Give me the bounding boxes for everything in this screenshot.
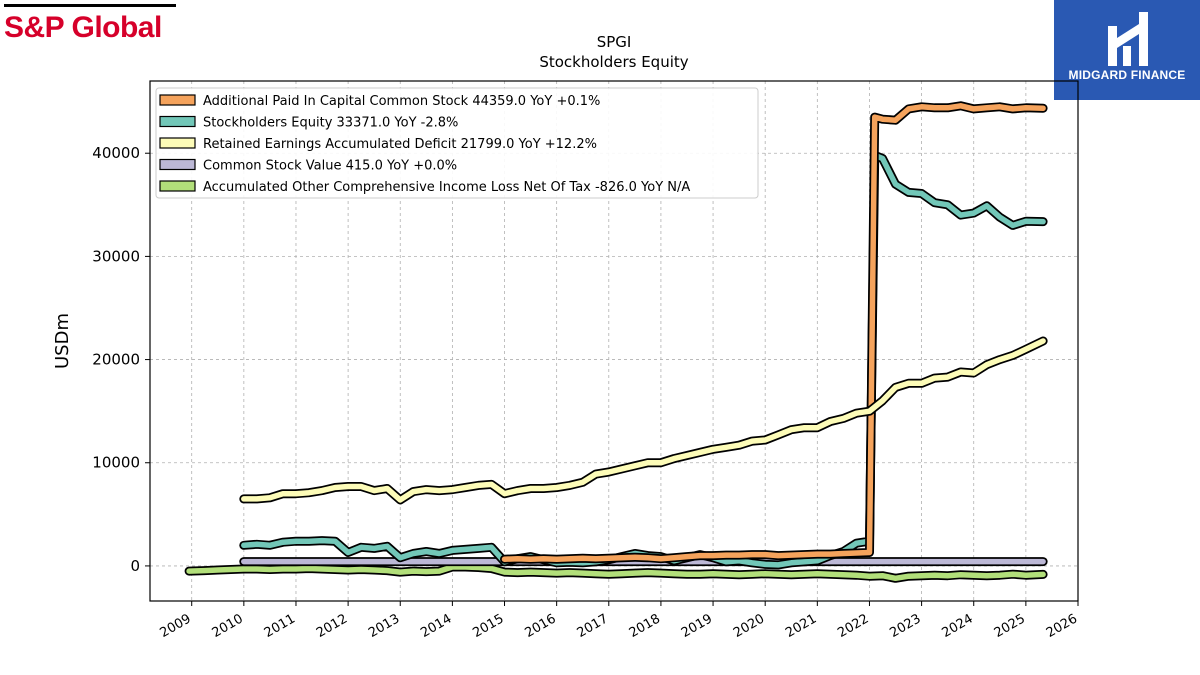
sp-global-logo-text: S&P Global <box>4 11 162 44</box>
chart-subtitle: Stockholders Equity <box>539 53 688 71</box>
legend: Additional Paid In Capital Common Stock … <box>155 87 759 199</box>
legend-entry-label: Stockholders Equity 33371.0 YoY -2.8% <box>203 116 458 131</box>
x-tick-label: 2019 <box>679 611 715 641</box>
y-tick-label: 10000 <box>92 454 140 472</box>
series-line-accumulated-other-comprehensive-income-loss-net-of-tax <box>186 564 1046 582</box>
x-tick-label: 2018 <box>627 611 663 641</box>
x-tick-label: 2026 <box>1044 611 1080 641</box>
x-tick-label: 2016 <box>522 611 558 641</box>
legend-swatch <box>159 180 196 192</box>
y-tick-label: 20000 <box>92 351 140 369</box>
x-tick-label: 2011 <box>262 611 298 641</box>
x-tick-label: 2022 <box>835 611 871 641</box>
legend-entry-label: Common Stock Value 415.0 YoY +0.0% <box>203 159 457 174</box>
series-outline-retained-earnings-accumulated-deficit <box>239 336 1048 505</box>
x-tick-label: 2009 <box>158 611 194 641</box>
x-tick-label: 2023 <box>887 611 923 641</box>
legend-swatch <box>159 137 196 149</box>
x-tick-label: 2015 <box>470 611 506 641</box>
legend-box <box>155 87 759 199</box>
midgard-finance-logo-text: MIDGARD FINANCE <box>1068 68 1186 82</box>
x-tick-label: 2013 <box>366 611 402 641</box>
plot-frame <box>149 80 1079 602</box>
legend-entry-label: Additional Paid In Capital Common Stock … <box>203 94 600 109</box>
legend-swatch <box>159 158 196 171</box>
legend-swatch <box>159 94 196 106</box>
y-axis-label: USDm <box>52 313 73 369</box>
y-tick-label: 0 <box>130 557 140 575</box>
sp-global-logo: S&P Global <box>4 4 178 43</box>
y-tick-label: 30000 <box>92 247 140 265</box>
logo-top-rule <box>4 4 176 7</box>
x-tick-label: 2025 <box>992 611 1028 641</box>
series-outline-stockholders-equity <box>239 150 1048 570</box>
x-tick-label: 2024 <box>940 611 976 641</box>
x-tick-label: 2020 <box>731 611 767 641</box>
series-line-retained-earnings-accumulated-deficit <box>241 338 1046 503</box>
legend-entry-label: Accumulated Other Comprehensive Income L… <box>203 180 690 195</box>
series-line-stockholders-equity <box>241 152 1046 568</box>
series-lines <box>184 101 1048 583</box>
midgard-finance-emblem-icon <box>1108 12 1148 66</box>
x-tick-label: 2012 <box>314 611 350 641</box>
legend-entry-label: Retained Earnings Accumulated Deficit 21… <box>203 137 597 152</box>
chart-title: SPGI <box>597 33 632 51</box>
x-tick-label: 2010 <box>210 611 246 641</box>
x-tick-label: 2021 <box>783 611 819 641</box>
x-tick-label: 2014 <box>418 611 454 641</box>
series-line-additional-paid-in-capital-common-stock <box>501 103 1046 562</box>
x-tick-label: 2017 <box>575 611 611 641</box>
y-tick-label: 40000 <box>92 144 140 162</box>
legend-swatch <box>159 115 196 128</box>
